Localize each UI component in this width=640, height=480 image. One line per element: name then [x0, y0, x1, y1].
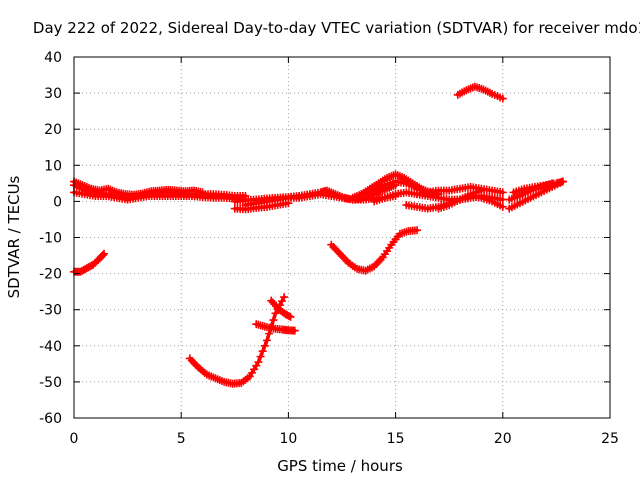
data-point [260, 341, 269, 350]
chart-title: Day 222 of 2022, Sidereal Day-to-day VTE… [33, 19, 640, 37]
x-axis-label: GPS time / hours [277, 457, 403, 475]
data-point [100, 249, 109, 258]
series-layer [70, 82, 567, 388]
y-tick-label: 40 [44, 50, 62, 66]
series-arc-3 [267, 296, 295, 321]
y-tick-label: -20 [39, 267, 62, 283]
y-tick-label: 10 [44, 158, 62, 174]
y-tick-label: -40 [39, 339, 62, 355]
data-point [290, 326, 299, 335]
data-point [413, 226, 422, 235]
series-arc-9 [70, 177, 207, 199]
data-point [269, 316, 278, 325]
series-arc-4 [252, 320, 299, 335]
data-point [558, 177, 567, 186]
data-point [498, 94, 507, 103]
series-arc-6 [453, 82, 507, 103]
data-point [477, 186, 486, 195]
series-arc-19 [434, 186, 486, 213]
data-point [277, 297, 286, 306]
data-point [256, 352, 265, 361]
x-tick-label: 10 [279, 431, 297, 447]
y-tick-label: 30 [44, 86, 62, 102]
series-arc-22 [505, 179, 557, 204]
x-tick-label: 0 [70, 431, 79, 447]
x-tick-label: 20 [494, 431, 512, 447]
data-point [280, 293, 289, 302]
data-point [548, 179, 557, 188]
data-point [98, 250, 107, 259]
data-point [262, 336, 271, 345]
y-tick-label: 0 [53, 194, 62, 210]
series-arc-1 [70, 249, 109, 276]
x-tick-label: 5 [177, 431, 186, 447]
y-axis-label: SDTVAR / TECUs [5, 175, 23, 298]
data-point [254, 358, 263, 367]
data-point [498, 202, 507, 211]
tick-layer: 0 5 10 15 20 25 -60 -50 -40 -30 -20 -10 0 10 20 30 40 [39, 50, 619, 447]
x-tick-label: 25 [601, 431, 619, 447]
data-point [498, 188, 507, 197]
data-point [271, 309, 280, 318]
y-tick-label: -60 [39, 411, 62, 427]
y-tick-label: -50 [39, 375, 62, 391]
x-tick-label: 15 [387, 431, 405, 447]
data-point [286, 312, 295, 321]
data-point [284, 312, 293, 321]
y-tick-label: -30 [39, 303, 62, 319]
data-point [198, 188, 207, 197]
y-tick-label: 20 [44, 122, 62, 138]
series-arc-2 [185, 293, 289, 388]
series-arc-5 [327, 226, 422, 275]
y-tick-label: -10 [39, 231, 62, 247]
data-point [258, 347, 267, 356]
